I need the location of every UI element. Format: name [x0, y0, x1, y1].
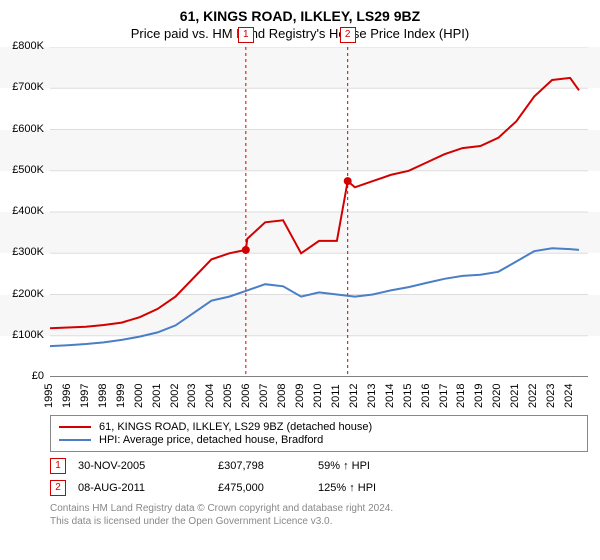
- y-tick-label: £400K: [2, 205, 44, 217]
- page-subtitle: Price paid vs. HM Land Registry's House …: [0, 26, 600, 41]
- legend-swatch: [59, 439, 91, 441]
- sales-table: 1 30-NOV-2005£307,79859% ↑ HPI 2 08-AUG-201…: [50, 458, 588, 496]
- x-tick-label: 1996: [61, 379, 75, 413]
- x-tick-label: 2009: [294, 379, 308, 413]
- sale-box: 2: [50, 480, 66, 496]
- x-tick-label: 1997: [79, 379, 93, 413]
- sale-date: 30-NOV-2005: [78, 460, 218, 472]
- y-tick-label: £800K: [2, 40, 44, 52]
- x-tick-label: 2012: [348, 379, 362, 413]
- x-tick-label: 1995: [43, 379, 57, 413]
- legend-row: HPI: Average price, detached house, Brad…: [59, 434, 579, 446]
- legend-label: 61, KINGS ROAD, ILKLEY, LS29 9BZ (detach…: [99, 421, 372, 433]
- y-tick-label: £0: [2, 370, 44, 382]
- y-tick-label: £300K: [2, 246, 44, 258]
- legend-swatch: [59, 426, 91, 428]
- x-tick-label: 2002: [169, 379, 183, 413]
- x-tick-label: 2010: [312, 379, 326, 413]
- x-tick-label: 2003: [186, 379, 200, 413]
- x-tick-label: 2001: [151, 379, 165, 413]
- page-root: 61, KINGS ROAD, ILKLEY, LS29 9BZ Price p…: [0, 0, 600, 560]
- x-tick-label: 2022: [527, 379, 541, 413]
- x-tick-label: 2004: [204, 379, 218, 413]
- sale-date: 08-AUG-2011: [78, 482, 218, 494]
- sale-price: £307,798: [218, 460, 318, 472]
- x-tick-label: 2023: [545, 379, 559, 413]
- x-tick-label: 2018: [455, 379, 469, 413]
- x-tick-label: 2020: [491, 379, 505, 413]
- chart-area: £0£100K£200K£300K£400K£500K£600K£700K£80…: [50, 47, 588, 377]
- x-tick-label: 2019: [473, 379, 487, 413]
- y-tick-label: £500K: [2, 164, 44, 176]
- y-tick-label: £200K: [2, 288, 44, 300]
- x-tick-label: 2014: [384, 379, 398, 413]
- sale-box: 1: [50, 458, 66, 474]
- sale-row: 2 08-AUG-2011£475,000125% ↑ HPI: [50, 480, 588, 496]
- page-title: 61, KINGS ROAD, ILKLEY, LS29 9BZ: [0, 0, 600, 24]
- event-marker: 2: [340, 27, 356, 43]
- x-tick-label: 2024: [563, 379, 577, 413]
- legend-box: 61, KINGS ROAD, ILKLEY, LS29 9BZ (detach…: [50, 415, 588, 452]
- x-tick-label: 2000: [133, 379, 147, 413]
- sale-diff: 125% ↑ HPI: [318, 482, 438, 494]
- y-tick-label: £600K: [2, 123, 44, 135]
- x-tick-label: 2005: [222, 379, 236, 413]
- footer-line1: Contains HM Land Registry data © Crown c…: [50, 502, 588, 515]
- event-marker: 1: [238, 27, 254, 43]
- sale-row: 1 30-NOV-2005£307,79859% ↑ HPI: [50, 458, 588, 474]
- x-tick-label: 2006: [240, 379, 254, 413]
- x-tick-container: 1995199619971998199920002001200220032004…: [50, 377, 600, 413]
- sale-diff: 59% ↑ HPI: [318, 460, 438, 472]
- x-tick-label: 2017: [438, 379, 452, 413]
- footer-line2: This data is licensed under the Open Gov…: [50, 515, 588, 528]
- x-tick-label: 2013: [366, 379, 380, 413]
- x-tick-label: 1998: [97, 379, 111, 413]
- x-tick-label: 2016: [420, 379, 434, 413]
- x-tick-label: 1999: [115, 379, 129, 413]
- x-tick-label: 2015: [402, 379, 416, 413]
- chart-svg: [50, 47, 588, 377]
- sale-price: £475,000: [218, 482, 318, 494]
- x-tick-label: 2007: [258, 379, 272, 413]
- footer: Contains HM Land Registry data © Crown c…: [50, 502, 588, 528]
- x-tick-label: 2008: [276, 379, 290, 413]
- x-tick-label: 2021: [509, 379, 523, 413]
- y-tick-label: £100K: [2, 329, 44, 341]
- x-tick-label: 2011: [330, 379, 344, 413]
- legend-label: HPI: Average price, detached house, Brad…: [99, 434, 323, 446]
- y-tick-label: £700K: [2, 81, 44, 93]
- legend-row: 61, KINGS ROAD, ILKLEY, LS29 9BZ (detach…: [59, 421, 579, 433]
